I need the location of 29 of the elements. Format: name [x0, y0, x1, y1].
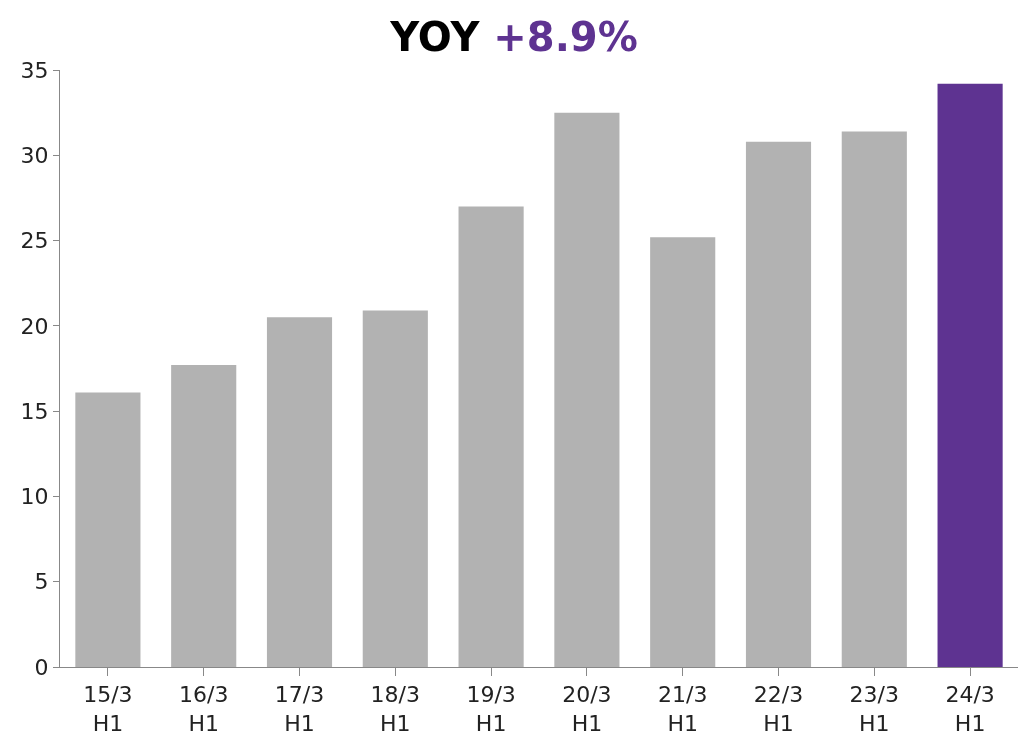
x-tick-label: 22/3 H1	[753, 682, 804, 736]
bar	[841, 131, 907, 667]
bar	[650, 237, 716, 667]
bar	[937, 83, 1003, 667]
y-tick-label: 0	[34, 654, 49, 680]
x-tick-label: 21/3 H1	[658, 682, 708, 736]
x-tick-label: 17/3 H1	[274, 682, 325, 736]
x-tick-label: 15/3 H1	[83, 682, 133, 736]
y-tick-label: 25	[20, 228, 49, 254]
x-tick-label: 16/3 H1	[179, 682, 229, 736]
chart-title: YOY +8.9%	[389, 13, 638, 60]
bar	[171, 365, 237, 667]
y-tick-label: 5	[34, 569, 49, 595]
y-tick-label: 30	[20, 142, 49, 168]
y-tick-label: 15	[20, 398, 49, 424]
x-tick-label: 20/3 H1	[562, 682, 612, 736]
x-tick-label: 24/3 H1	[945, 682, 995, 736]
x-tick-label: 18/3 H1	[370, 682, 420, 736]
bar	[745, 141, 812, 667]
x-tick-label: 23/3 H1	[849, 682, 899, 736]
x-tick-label: 19/3 H1	[466, 682, 516, 736]
y-tick-label: 35	[20, 57, 49, 83]
bar	[266, 317, 333, 667]
y-tick-label: 10	[20, 484, 49, 510]
y-tick-label: 20	[20, 313, 49, 339]
bar	[554, 112, 620, 667]
bar	[75, 392, 141, 667]
bar	[458, 206, 524, 667]
bar	[362, 310, 428, 667]
